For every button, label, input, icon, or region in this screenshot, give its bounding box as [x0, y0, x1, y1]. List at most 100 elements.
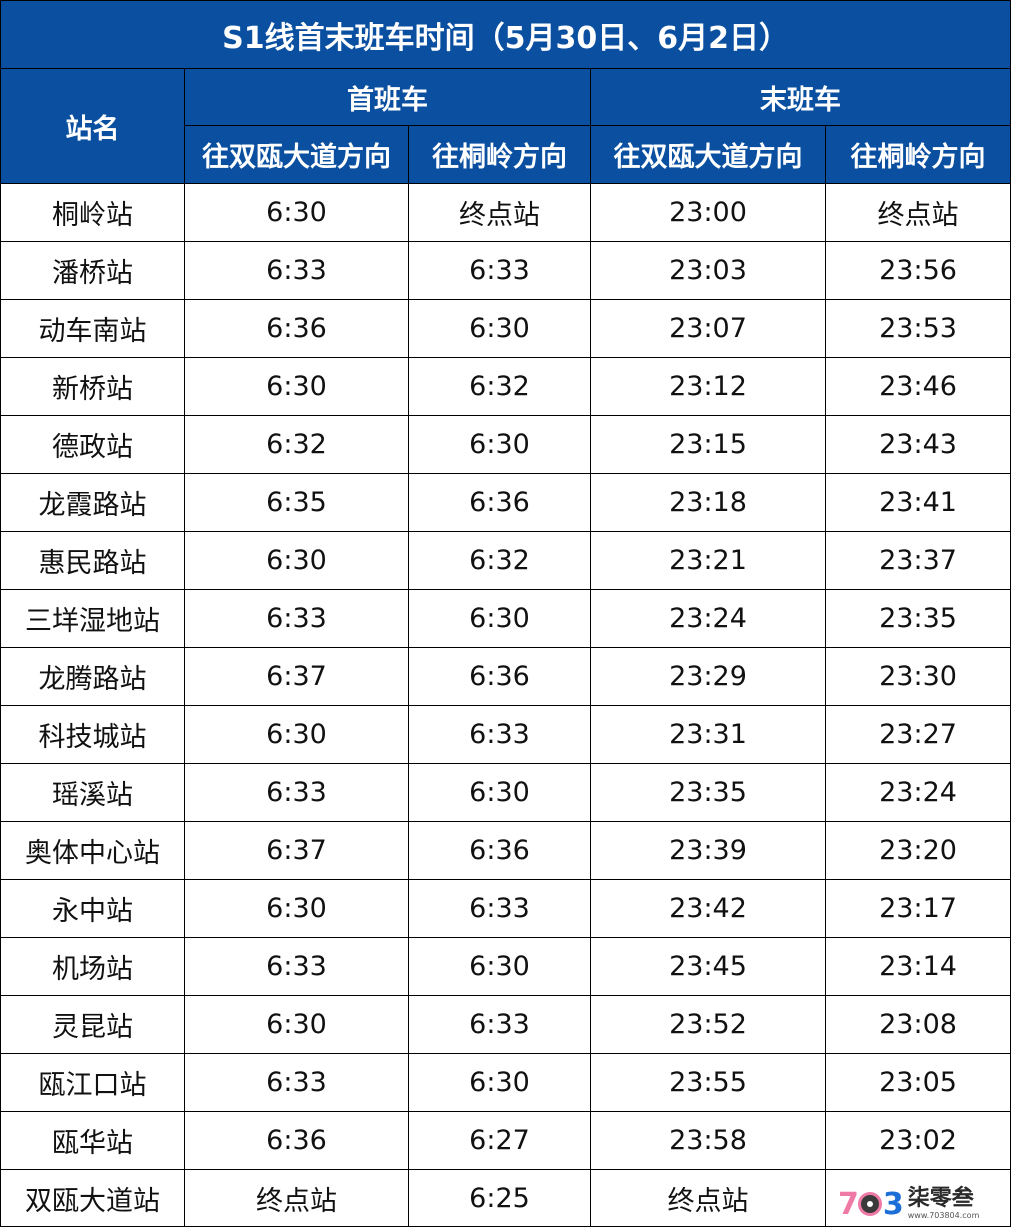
- last-tongling-cell: 23:14: [824, 937, 1011, 996]
- first-shuangou-cell: 6:33: [184, 937, 409, 996]
- first-tongling-cell: 6:33: [408, 879, 591, 938]
- last-shuangou-cell: 23:39: [590, 821, 826, 880]
- table-row: 潘桥站 6:33 6:33 23:03 23:56: [0, 241, 1011, 300]
- first-tongling-cell: 6:33: [408, 705, 591, 764]
- first-shuangou-cell: 6:33: [184, 763, 409, 822]
- last-shuangou-cell: 23:42: [590, 879, 826, 938]
- station-cell: 桐岭站: [0, 183, 185, 242]
- last-tongling-cell: 23:20: [824, 821, 1011, 880]
- first-shuangou-cell: 6:36: [184, 1111, 409, 1170]
- station-cell: 永中站: [0, 879, 185, 938]
- first-tongling-cell: 6:30: [408, 299, 591, 358]
- first-shuangou-cell: 6:33: [184, 589, 409, 648]
- last-tongling-cell: 23:56: [824, 241, 1011, 300]
- table-row: 惠民路站 6:30 6:32 23:21 23:37: [0, 531, 1011, 590]
- last-tongling-cell: 23:35: [824, 589, 1011, 648]
- last-tongling-cell: 23:17: [824, 879, 1011, 938]
- last-shuangou-cell: 23:00: [590, 183, 826, 242]
- last-tongling-cell: 23:08: [824, 995, 1011, 1054]
- table-row: 新桥站 6:30 6:32 23:12 23:46: [0, 357, 1011, 416]
- station-cell: 德政站: [0, 415, 185, 474]
- station-column-header: 站名: [0, 68, 185, 184]
- last-shuangou-cell: 23:12: [590, 357, 826, 416]
- last-tongling-cell: 23:02: [824, 1111, 1011, 1170]
- watermark-name: 柒零叁: [907, 1186, 974, 1211]
- first-shuangou-cell: 6:37: [184, 647, 409, 706]
- last-train-dir-shuangou-header: 往双瓯大道方向: [590, 125, 826, 184]
- last-tongling-cell: 23:05: [824, 1053, 1011, 1112]
- station-cell: 瑶溪站: [0, 763, 185, 822]
- last-shuangou-cell: 23:03: [590, 241, 826, 300]
- lens-icon: [857, 1192, 882, 1216]
- last-tongling-cell: 23:24: [824, 763, 1011, 822]
- last-shuangou-cell: 23:07: [590, 299, 826, 358]
- first-train-dir-tongling-header: 往桐岭方向: [408, 125, 591, 184]
- table-row: 三垟湿地站 6:33 6:30 23:24 23:35: [0, 589, 1011, 648]
- table-row: 机场站 6:33 6:30 23:45 23:14: [0, 937, 1011, 996]
- last-shuangou-cell: 23:35: [590, 763, 826, 822]
- first-shuangou-cell: 6:33: [184, 241, 409, 300]
- last-shuangou-cell: 23:55: [590, 1053, 826, 1112]
- table-row: 奥体中心站 6:37 6:36 23:39 23:20: [0, 821, 1011, 880]
- first-shuangou-cell: 6:30: [184, 357, 409, 416]
- station-cell: 龙霞路站: [0, 473, 185, 532]
- last-tongling-cell: 23:53: [824, 299, 1011, 358]
- table-row: 动车南站 6:36 6:30 23:07 23:53: [0, 299, 1011, 358]
- first-train-header: 首班车: [184, 68, 591, 126]
- first-train-dir-shuangou-header: 往双瓯大道方向: [184, 125, 409, 184]
- first-tongling-cell: 6:32: [408, 357, 591, 416]
- first-shuangou-cell: 终点站: [184, 1169, 409, 1227]
- table-row: 德政站 6:32 6:30 23:15 23:43: [0, 415, 1011, 474]
- first-tongling-cell: 6:30: [408, 1053, 591, 1112]
- table-row: 瓯江口站 6:33 6:30 23:55 23:05: [0, 1053, 1011, 1112]
- last-train-header: 末班车: [589, 68, 1011, 126]
- station-cell: 惠民路站: [0, 531, 185, 590]
- first-tongling-cell: 6:36: [408, 821, 591, 880]
- last-train-dir-tongling-header: 往桐岭方向: [824, 125, 1011, 184]
- last-tongling-cell: 23:41: [824, 473, 1011, 532]
- last-tongling-cell: 23:43: [824, 415, 1011, 474]
- table-row: 灵昆站 6:30 6:33 23:52 23:08: [0, 995, 1011, 1054]
- watermark-url: www.703804.com: [907, 1211, 980, 1220]
- table-row: 永中站 6:30 6:33 23:42 23:17: [0, 879, 1011, 938]
- first-tongling-cell: 6:27: [408, 1111, 591, 1170]
- first-shuangou-cell: 6:33: [184, 1053, 409, 1112]
- first-tongling-cell: 6:33: [408, 241, 591, 300]
- table-row: 科技城站 6:30 6:33 23:31 23:27: [0, 705, 1011, 764]
- last-tongling-cell: 23:30: [824, 647, 1011, 706]
- first-shuangou-cell: 6:37: [184, 821, 409, 880]
- first-shuangou-cell: 6:30: [184, 879, 409, 938]
- first-tongling-cell: 终点站: [408, 183, 591, 242]
- table-row: 桐岭站 6:30 终点站 23:00 终点站: [0, 183, 1011, 242]
- last-shuangou-cell: 23:18: [590, 473, 826, 532]
- table-title: S1线首末班车时间（5月30日、6月2日）: [0, 0, 1011, 69]
- first-tongling-cell: 6:32: [408, 531, 591, 590]
- last-shuangou-cell: 23:58: [590, 1111, 826, 1170]
- first-shuangou-cell: 6:30: [184, 995, 409, 1054]
- first-tongling-cell: 6:25: [408, 1169, 591, 1227]
- station-cell: 瓯江口站: [0, 1053, 185, 1112]
- table-row: 瑶溪站 6:33 6:30 23:35 23:24: [0, 763, 1011, 822]
- last-shuangou-cell: 23:24: [590, 589, 826, 648]
- station-cell: 机场站: [0, 937, 185, 996]
- table-row: 龙腾路站 6:37 6:36 23:29 23:30: [0, 647, 1011, 706]
- station-cell: 奥体中心站: [0, 821, 185, 880]
- first-shuangou-cell: 6:30: [184, 531, 409, 590]
- first-tongling-cell: 6:30: [408, 415, 591, 474]
- last-shuangou-cell: 23:45: [590, 937, 826, 996]
- first-shuangou-cell: 6:32: [184, 415, 409, 474]
- station-cell: 龙腾路站: [0, 647, 185, 706]
- last-shuangou-cell: 23:15: [590, 415, 826, 474]
- last-tongling-cell: 终点站: [824, 183, 1011, 242]
- last-shuangou-cell: 23:29: [590, 647, 826, 706]
- last-tongling-cell: 23:37: [824, 531, 1011, 590]
- first-tongling-cell: 6:30: [408, 589, 591, 648]
- last-shuangou-cell: 23:31: [590, 705, 826, 764]
- station-cell: 潘桥站: [0, 241, 185, 300]
- first-shuangou-cell: 6:30: [184, 183, 409, 242]
- first-shuangou-cell: 6:36: [184, 299, 409, 358]
- first-tongling-cell: 6:33: [408, 995, 591, 1054]
